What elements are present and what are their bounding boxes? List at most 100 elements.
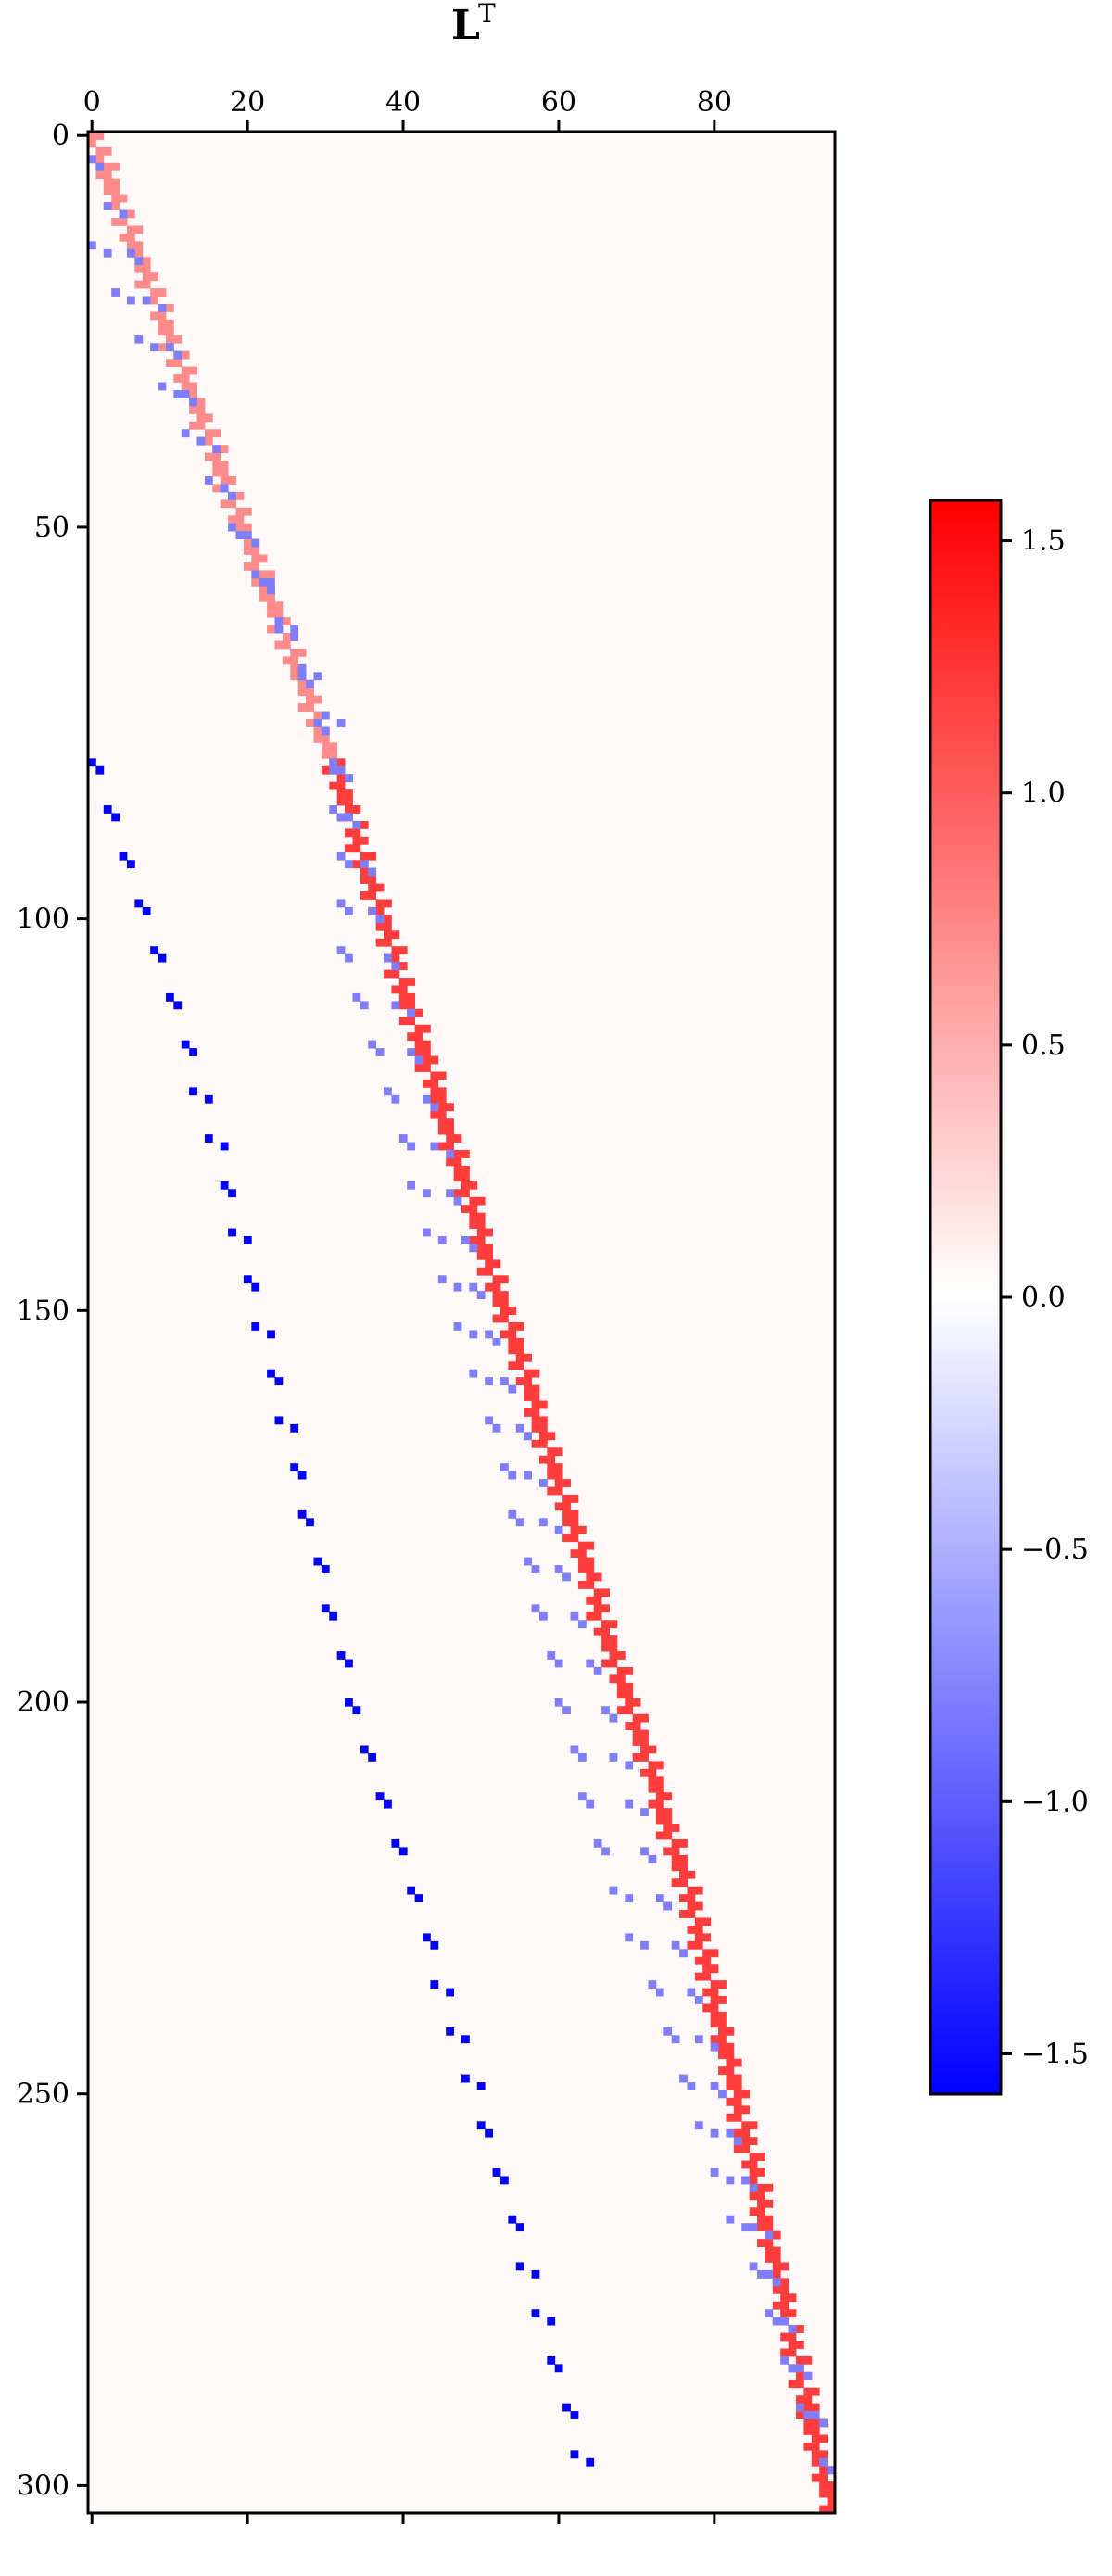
- heatmap-cell: [679, 1870, 688, 1879]
- heatmap-cell: [547, 1455, 556, 1464]
- heatmap-cell: [368, 852, 377, 861]
- heatmap-cell: [492, 2168, 501, 2177]
- heatmap-cell: [111, 202, 120, 210]
- heatmap-cell: [819, 2505, 828, 2514]
- heatmap-cell: [609, 1620, 618, 1629]
- heatmap-cell: [111, 178, 120, 187]
- heatmap-cell: [625, 1799, 634, 1809]
- heatmap-cell: [562, 1494, 571, 1503]
- heatmap-cell: [103, 146, 112, 156]
- heatmap-cell: [398, 992, 408, 1002]
- heatmap-cell: [663, 1824, 673, 1832]
- heatmap-cell: [134, 899, 144, 908]
- heatmap-cell: [726, 2042, 735, 2052]
- heatmap-cell: [827, 2481, 836, 2491]
- heatmap-cell: [726, 2215, 735, 2224]
- plot-frame: [86, 130, 837, 2515]
- heatmap-cell: [313, 726, 322, 736]
- heatmap-cell: [616, 1706, 626, 1715]
- heatmap-cell: [663, 1847, 673, 1856]
- heatmap-cell: [274, 625, 284, 634]
- heatmap-cell: [134, 248, 144, 258]
- heatmap-cell: [453, 1196, 462, 1206]
- heatmap-cell: [220, 475, 229, 485]
- heatmap-cell: [788, 2341, 797, 2349]
- heatmap-cell: [538, 1423, 548, 1433]
- heatmap-cell: [321, 750, 330, 759]
- heatmap-cell: [710, 2019, 719, 2028]
- heatmap-cell: [570, 1509, 579, 1519]
- heatmap-cell: [562, 1502, 571, 1511]
- heatmap-cell: [414, 1055, 423, 1065]
- heatmap-cell: [531, 1604, 540, 1613]
- heatmap-cell: [414, 1064, 423, 1072]
- heatmap-cell: [345, 828, 353, 838]
- heatmap-cell: [757, 2223, 765, 2232]
- heatmap-cell: [741, 2160, 751, 2169]
- heatmap-band-2: [88, 241, 820, 2419]
- heatmap-cell: [165, 359, 174, 368]
- heatmap-cell: [811, 2434, 820, 2443]
- heatmap-cell: [625, 1933, 634, 1942]
- heatmap-cell: [687, 1925, 696, 1934]
- heatmap-cell: [609, 1635, 618, 1645]
- heatmap-cell: [95, 162, 105, 171]
- heatmap-cell: [345, 813, 353, 822]
- heatmap-cell: [360, 876, 369, 884]
- heatmap-cell: [593, 1596, 602, 1605]
- heatmap-cell: [437, 1126, 447, 1135]
- heatmap-cell: [749, 2153, 758, 2161]
- heatmap-cell: [757, 2269, 765, 2279]
- heatmap-cell: [648, 1768, 657, 1777]
- heatmap-cell: [430, 1055, 439, 1065]
- heatmap-cell: [111, 813, 120, 822]
- heatmap-cell: [126, 860, 135, 869]
- heatmap-cell: [671, 1863, 680, 1872]
- heatmap-cell: [469, 1181, 478, 1190]
- heatmap-cell: [625, 1761, 634, 1770]
- heatmap-cell: [469, 1236, 478, 1244]
- y-tick-label: 250: [17, 2078, 70, 2111]
- x-tick-label: 40: [385, 86, 421, 119]
- heatmap-cell: [718, 2066, 727, 2075]
- heatmap-cell: [267, 625, 275, 634]
- heatmap-cell: [570, 1525, 579, 1534]
- heatmap-cell: [119, 194, 128, 203]
- heatmap-cell: [524, 1353, 532, 1362]
- heatmap-cell: [158, 953, 167, 963]
- heatmap-cell: [663, 1815, 673, 1825]
- heatmap-cell: [796, 2364, 804, 2373]
- heatmap-cell: [570, 1494, 579, 1503]
- heatmap-cell: [601, 1588, 610, 1597]
- heatmap-cell: [679, 1894, 688, 1902]
- heatmap-cell: [88, 241, 96, 250]
- heatmap-cell: [538, 1432, 548, 1441]
- heatmap-cell: [158, 303, 167, 312]
- heatmap-cell: [492, 1291, 501, 1300]
- heatmap-cell: [336, 758, 346, 767]
- heatmap-cell: [407, 1017, 416, 1026]
- heatmap-cell: [485, 1377, 493, 1386]
- heatmap-cell: [601, 1627, 610, 1636]
- heatmap-cell: [788, 2348, 797, 2357]
- heatmap-cell: [345, 906, 353, 915]
- heatmap-cell: [515, 1377, 524, 1386]
- heatmap-cell: [710, 2082, 719, 2090]
- heatmap-cell: [196, 398, 206, 407]
- heatmap-cell: [485, 1259, 493, 1269]
- heatmap-cell: [562, 1572, 571, 1582]
- heatmap-cell: [577, 1541, 587, 1550]
- heatmap-cell: [329, 750, 338, 759]
- heatmap-cell: [616, 1682, 626, 1691]
- heatmap-cell: [655, 1799, 664, 1809]
- heatmap-cell: [827, 2505, 836, 2514]
- heatmap-cell: [803, 2427, 813, 2435]
- heatmap-cell: [726, 2066, 735, 2075]
- heatmap-cell: [547, 2317, 556, 2326]
- heatmap-cell: [718, 2090, 727, 2099]
- heatmap-cell: [134, 257, 144, 266]
- heatmap-cell: [547, 1486, 556, 1496]
- heatmap-cell: [220, 1181, 229, 1190]
- heatmap-cell: [437, 1275, 447, 1284]
- heatmap-cell: [391, 985, 400, 994]
